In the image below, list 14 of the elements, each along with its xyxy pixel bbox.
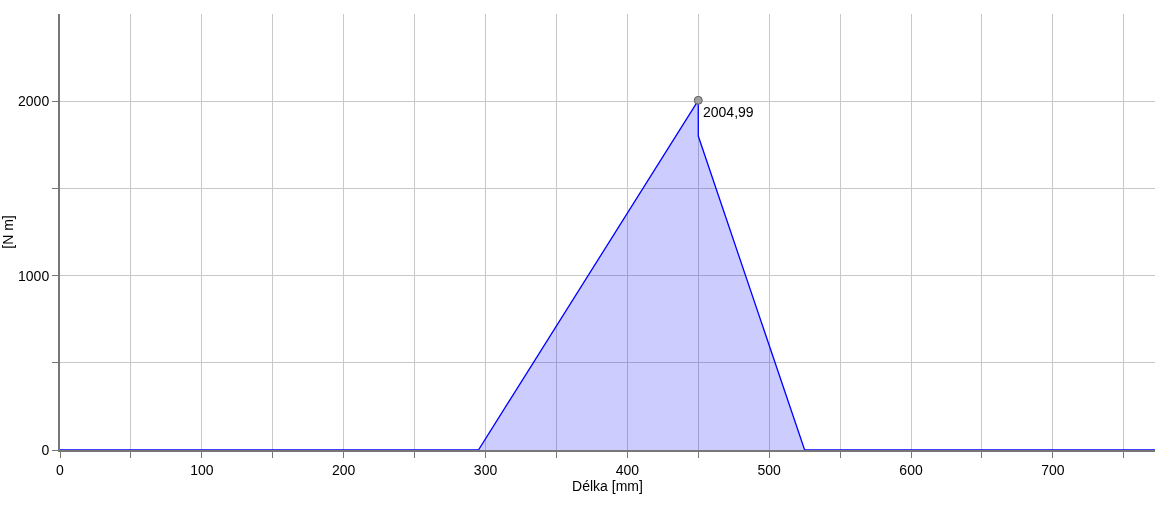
y-tick-label: 2000 xyxy=(18,93,50,110)
y-tick-label: 1000 xyxy=(18,267,50,284)
x-tick-label: 700 xyxy=(1041,461,1065,478)
y-axis-title: [N m] xyxy=(0,215,16,249)
x-axis-title: Délka [mm] xyxy=(572,477,643,494)
x-tick-label: 200 xyxy=(332,461,356,478)
x-tick-label: 400 xyxy=(615,461,640,478)
x-tick-label: 600 xyxy=(899,461,923,478)
annotation: 2004,99 xyxy=(703,104,754,120)
x-tick-label: 300 xyxy=(473,461,498,478)
y-tick-label: 0 xyxy=(41,441,50,458)
x-tick-label: 500 xyxy=(757,461,782,478)
x-tick-label: 0 xyxy=(56,461,65,478)
x-tick-label: 100 xyxy=(190,461,214,478)
